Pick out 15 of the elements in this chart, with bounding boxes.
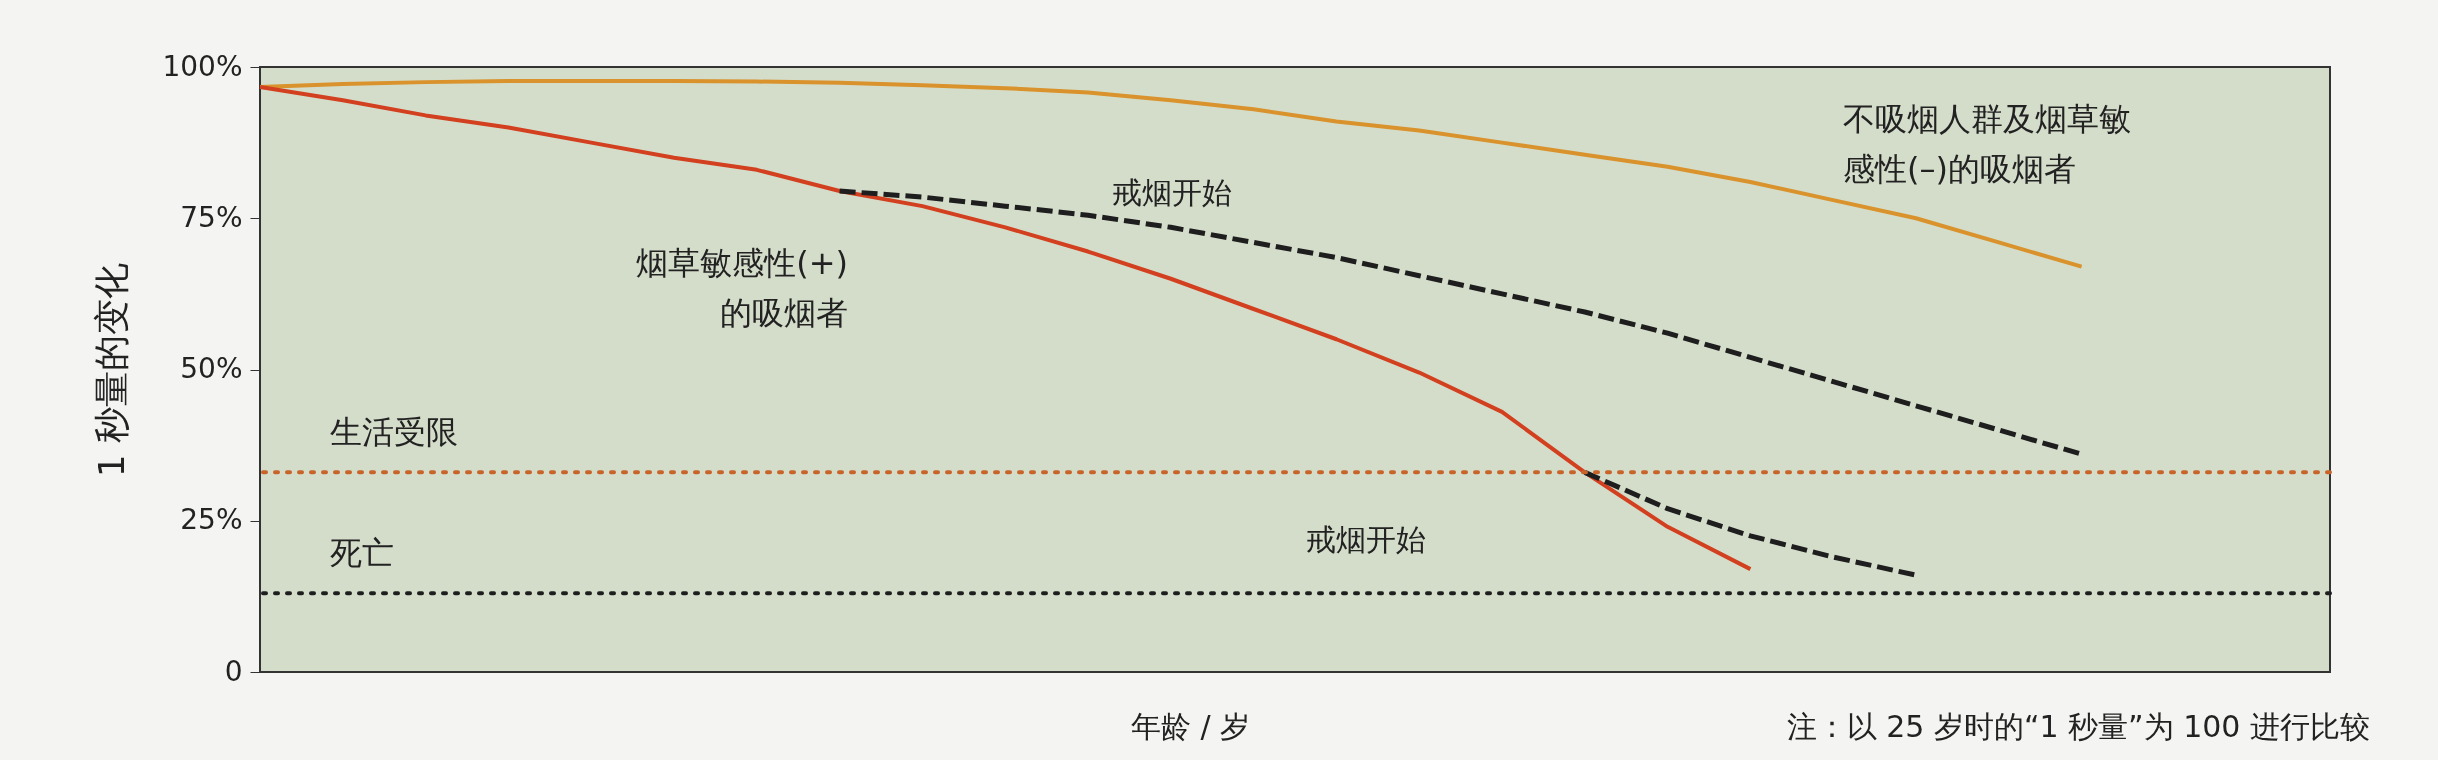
series-label: 烟草敏感性(+)的吸烟者 <box>636 244 848 332</box>
line-series <box>258 84 1753 572</box>
y-tick-label: 0 <box>224 654 243 688</box>
ref-line-label: 生活受限 <box>330 413 458 452</box>
y-axis-title: 1 秒量的变化 <box>91 262 133 478</box>
series-label: 不吸烟人群及烟草敏感性(–)的吸烟者 <box>1843 100 2131 188</box>
text: 注：以 25 岁时的“1 秒量”为 100 进行比较 <box>1786 709 2370 744</box>
ref-line-label: 死亡 <box>330 534 394 573</box>
x-axis-title: 年龄 / 岁 <box>1130 708 1251 744</box>
annotation: 戒烟开始 <box>1306 522 1426 557</box>
y-tick-label: 75% <box>180 200 243 234</box>
y-tick-label: 25% <box>180 503 243 537</box>
annotation: 戒烟开始 <box>1112 175 1232 210</box>
y-tick-label: 50% <box>180 352 243 385</box>
y-tick-label: 100% <box>162 49 243 83</box>
